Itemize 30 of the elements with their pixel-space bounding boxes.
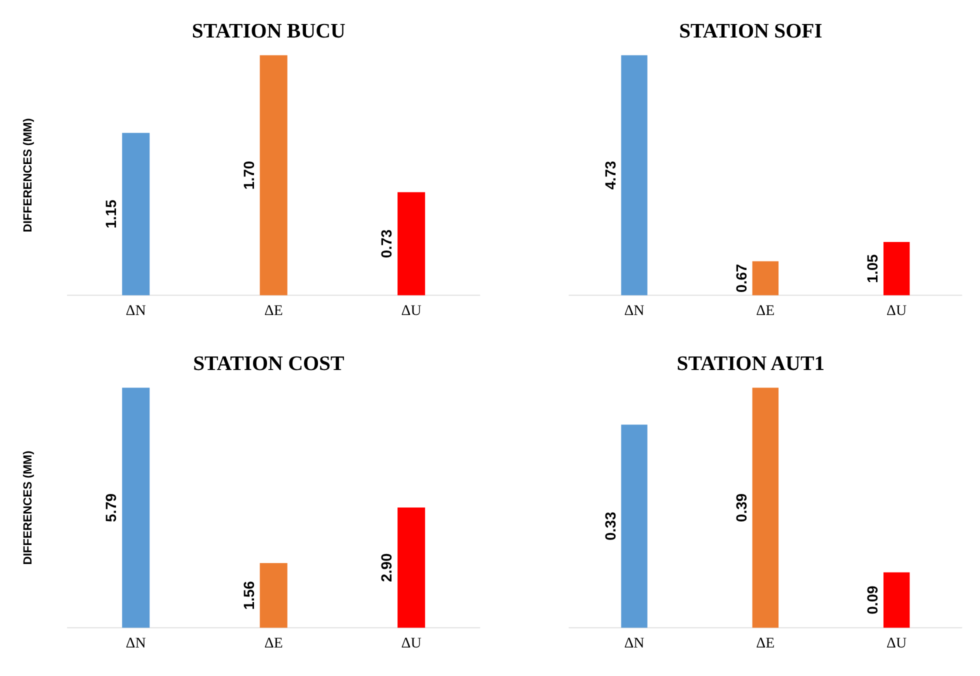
data-label: 1.05 [866, 254, 882, 283]
chart-title: STATION SOFI [679, 20, 822, 43]
chart-title: STATION BUCU [192, 20, 346, 43]
data-label: 0.09 [866, 586, 882, 614]
x-tick-label: ΔN [126, 302, 146, 319]
data-label: 0.39 [734, 493, 750, 522]
data-label: 0.73 [380, 229, 396, 258]
x-tick-label: ΔN [126, 635, 146, 652]
data-label: 0.67 [734, 264, 750, 293]
x-tick-label: ΔN [624, 302, 645, 319]
chart-title: STATION COST [193, 353, 345, 376]
x-tick-label: ΔE [756, 635, 775, 652]
x-tick-label: ΔE [264, 635, 283, 652]
y-axis-title: DIFFERENCES (MM) [20, 118, 35, 232]
data-label: 2.90 [380, 553, 396, 582]
data-label: 1.15 [104, 200, 120, 228]
x-tick-label: ΔU [401, 302, 422, 319]
x-tick-label: ΔU [886, 635, 907, 652]
x-tick-label: ΔE [756, 302, 775, 319]
x-tick-label: ΔU [401, 635, 422, 652]
data-label: 5.79 [104, 493, 120, 522]
chart-title: STATION AUT1 [676, 353, 825, 376]
data-label: 0.33 [603, 512, 620, 541]
x-tick-label: ΔE [264, 302, 283, 319]
data-label: 1.70 [242, 160, 258, 190]
y-axis-title: DIFFERENCES (MM) [20, 450, 35, 565]
x-tick-label: ΔU [886, 302, 907, 319]
x-tick-label: ΔN [624, 635, 645, 652]
data-label: 1.56 [242, 581, 258, 610]
data-label: 4.73 [603, 160, 620, 190]
